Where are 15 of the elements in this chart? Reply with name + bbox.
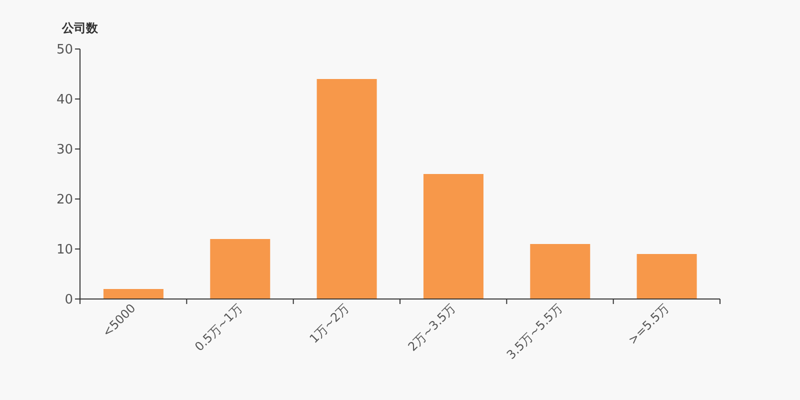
y-tick-label: 30 <box>56 142 73 158</box>
bar <box>423 174 484 299</box>
y-tick-label: 20 <box>56 192 73 208</box>
y-tick-label: 0 <box>64 292 73 308</box>
y-tick-label: 10 <box>56 242 73 258</box>
bar <box>210 239 270 299</box>
y-tick-label: 40 <box>56 92 73 108</box>
bar <box>636 254 697 299</box>
y-tick-label: 50 <box>56 42 73 58</box>
bar <box>530 244 590 299</box>
x-tick-label: 1万~2万 <box>306 301 352 346</box>
x-tick-label: 0.5万~1万 <box>192 301 245 354</box>
y-axis-title: 公司数 <box>61 21 99 35</box>
bar <box>103 289 164 299</box>
bar <box>316 79 377 299</box>
